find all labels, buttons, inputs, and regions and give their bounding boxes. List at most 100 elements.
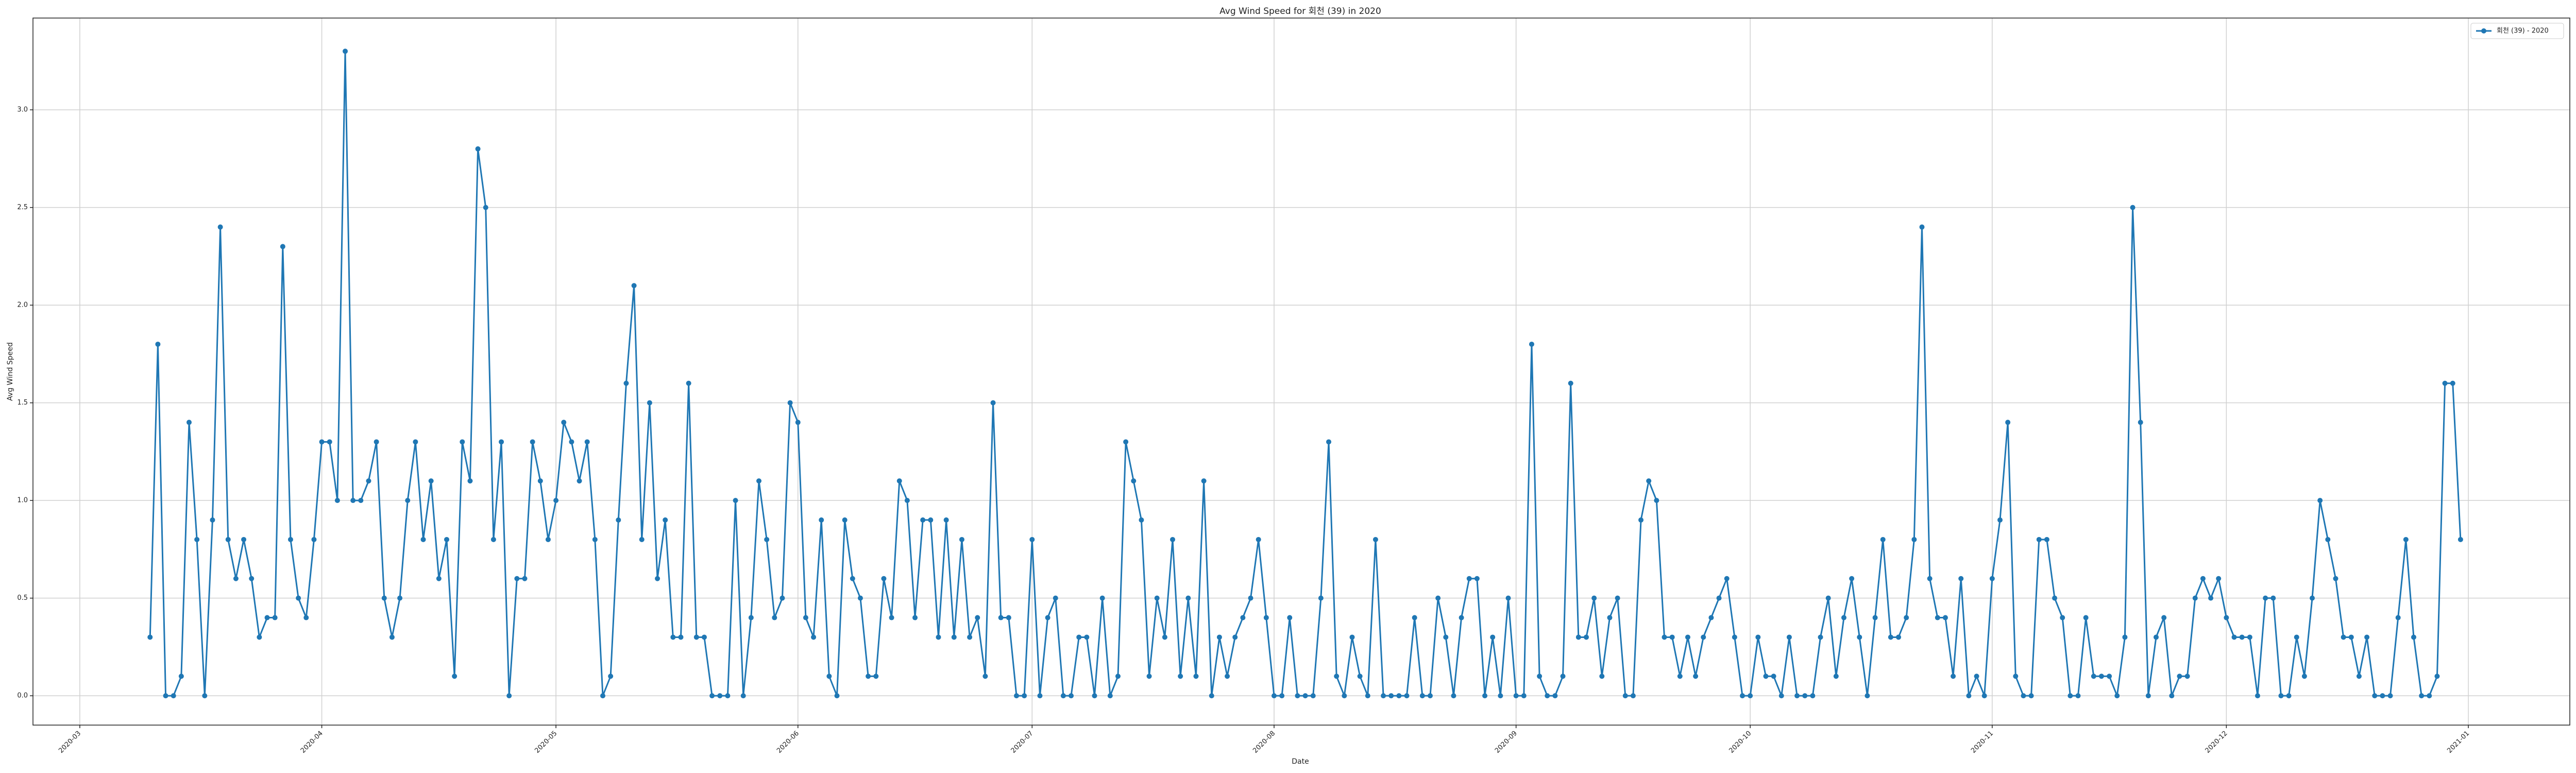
marker — [748, 615, 754, 620]
marker — [210, 517, 215, 523]
marker — [1326, 439, 1332, 445]
marker — [920, 517, 926, 523]
marker — [1989, 576, 1995, 581]
x-axis-label: Date — [1292, 758, 1309, 766]
marker — [561, 419, 567, 425]
marker — [857, 595, 863, 601]
marker — [1622, 693, 1628, 699]
y-tick-label: 2.0 — [17, 301, 28, 309]
marker — [959, 536, 964, 542]
marker — [217, 224, 223, 230]
marker — [287, 536, 293, 542]
marker — [1677, 674, 1683, 679]
marker — [1763, 674, 1769, 679]
marker — [1193, 674, 1199, 679]
marker — [616, 517, 621, 523]
marker — [623, 380, 629, 386]
marker — [194, 536, 200, 542]
marker — [1263, 615, 1269, 620]
marker — [2169, 693, 2175, 699]
marker — [1412, 615, 1417, 620]
marker — [187, 419, 192, 425]
marker — [2145, 693, 2151, 699]
marker — [296, 595, 301, 601]
marker — [1529, 341, 1534, 347]
marker — [756, 478, 762, 484]
marker — [1584, 634, 1589, 640]
marker — [1451, 693, 1456, 699]
marker — [2364, 634, 2370, 640]
marker — [1053, 595, 1058, 601]
marker — [2044, 536, 2049, 542]
marker — [2060, 615, 2065, 620]
marker — [819, 517, 824, 523]
marker — [717, 693, 723, 699]
marker — [1170, 536, 1176, 542]
marker — [2208, 595, 2214, 601]
marker — [1029, 536, 1035, 542]
marker — [1498, 693, 1503, 699]
marker — [889, 615, 894, 620]
marker — [1825, 595, 1831, 601]
marker — [1662, 634, 1667, 640]
marker — [1123, 439, 1129, 445]
marker — [506, 693, 512, 699]
marker — [1216, 634, 1222, 640]
marker — [1716, 595, 1722, 601]
marker — [1310, 693, 1316, 699]
marker — [2450, 380, 2455, 386]
marker — [2154, 634, 2159, 640]
marker — [2286, 693, 2292, 699]
marker — [1349, 634, 1355, 640]
marker — [358, 498, 364, 503]
legend-label: 회천 (39) - 2020 — [2497, 27, 2549, 35]
marker — [1209, 693, 1214, 699]
marker — [2091, 674, 2096, 679]
marker — [2403, 536, 2409, 542]
marker — [1521, 693, 1527, 699]
plot-frame — [32, 18, 2570, 726]
marker — [553, 498, 559, 503]
marker — [1178, 674, 1183, 679]
marker — [1013, 693, 1019, 699]
marker — [350, 498, 356, 503]
marker — [436, 576, 442, 581]
marker — [701, 634, 707, 640]
marker — [1911, 536, 1917, 542]
marker — [1841, 615, 1846, 620]
marker — [1732, 634, 1737, 640]
marker — [1880, 536, 1886, 542]
marker — [1396, 693, 1402, 699]
y-tick-label: 0.5 — [17, 594, 28, 602]
marker — [1646, 478, 1652, 484]
marker — [1201, 478, 1207, 484]
marker — [2434, 674, 2440, 679]
marker — [2231, 634, 2237, 640]
marker — [1107, 693, 1113, 699]
marker — [1724, 576, 1730, 581]
marker — [2263, 595, 2268, 601]
marker — [522, 576, 528, 581]
marker — [1092, 693, 1097, 699]
marker — [514, 576, 520, 581]
marker — [2317, 498, 2323, 503]
marker — [1466, 576, 1472, 581]
marker — [1045, 615, 1050, 620]
marker — [2005, 419, 2011, 425]
marker — [1599, 674, 1605, 679]
marker — [1505, 595, 1511, 601]
marker — [1560, 674, 1566, 679]
marker — [420, 536, 426, 542]
marker — [1935, 615, 1940, 620]
marker — [1490, 634, 1496, 640]
marker — [249, 576, 255, 581]
marker — [2395, 615, 2401, 620]
marker — [1146, 674, 1152, 679]
marker — [1857, 634, 1862, 640]
marker — [1630, 693, 1636, 699]
marker — [530, 439, 535, 445]
marker — [1006, 615, 1011, 620]
marker — [2247, 634, 2252, 640]
marker — [1365, 693, 1370, 699]
marker — [2427, 693, 2432, 699]
